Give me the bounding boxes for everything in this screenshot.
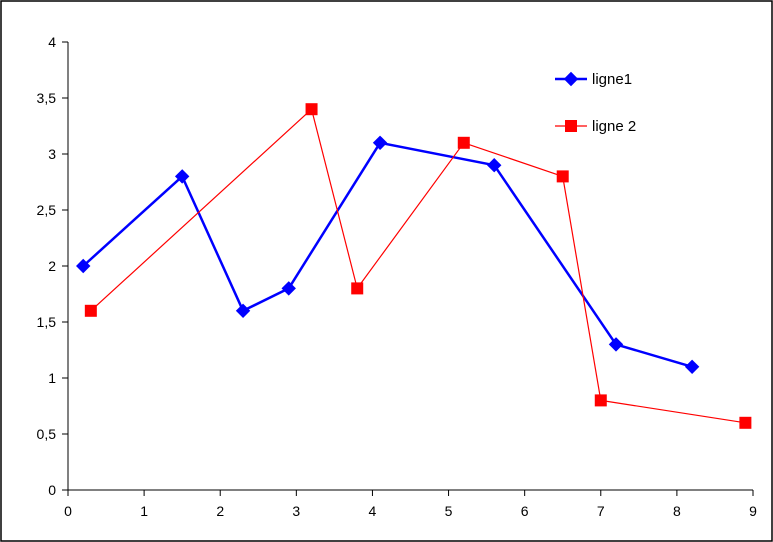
series-2-point: [351, 282, 364, 295]
x-tick-label: 0: [64, 503, 72, 519]
series-2-point: [84, 304, 97, 317]
series-1-line: [82, 141, 693, 368]
y-tick-label: 3,5: [37, 90, 57, 106]
y-tick-label: 4: [48, 34, 56, 50]
series-1-point: [76, 258, 91, 274]
series-2-point: [457, 136, 470, 149]
series-1-point: [487, 157, 502, 173]
x-tick-label: 7: [597, 503, 605, 519]
series-1-point: [281, 281, 296, 296]
series-1: [76, 135, 700, 375]
series-2-point: [594, 394, 607, 407]
legend-entry-1: ligne1: [555, 71, 632, 88]
x-tick-label: 6: [521, 503, 529, 519]
series-2-point: [739, 416, 752, 429]
x-tick-label: 5: [445, 503, 453, 519]
x-tick-label: 9: [749, 503, 757, 519]
x-tick-label: 2: [216, 503, 224, 519]
legend-swatch-marker: [563, 71, 579, 87]
y-tick-label: 2: [48, 258, 56, 274]
series-1-point: [684, 359, 700, 375]
x-tick-label: 1: [140, 503, 148, 519]
legend-entry-2: ligne 2: [555, 118, 636, 135]
series-1-point: [372, 135, 388, 151]
y-tick-label: 1,5: [37, 314, 57, 330]
legend-label: ligne 2: [592, 118, 636, 135]
y-tick-label: 3: [48, 146, 56, 162]
plot-series: [76, 103, 752, 429]
x-tick-label: 3: [292, 503, 300, 519]
series-1-point: [235, 303, 251, 319]
axes: 0 0,5 1 1,5 2 2,5 3 3,5 4 0 1 2 3 4 5 6 7 8 9: [37, 34, 758, 519]
x-tick-label: 8: [673, 503, 681, 519]
legend-swatch-marker: [565, 120, 577, 132]
legend-label: ligne1: [592, 71, 632, 88]
y-tick-label: 1: [48, 370, 56, 386]
y-tick-label: 2,5: [37, 202, 57, 218]
legend: ligne1 ligne 2: [555, 71, 636, 135]
series-1-point: [608, 337, 624, 352]
x-tick-label: 4: [369, 503, 377, 519]
series-2-point: [305, 103, 318, 116]
y-tick-label: 0,5: [37, 426, 57, 442]
series-2-point: [556, 170, 569, 183]
series-2: [84, 103, 752, 429]
y-tick-label: 0: [48, 482, 56, 498]
series-1-point: [174, 169, 190, 184]
